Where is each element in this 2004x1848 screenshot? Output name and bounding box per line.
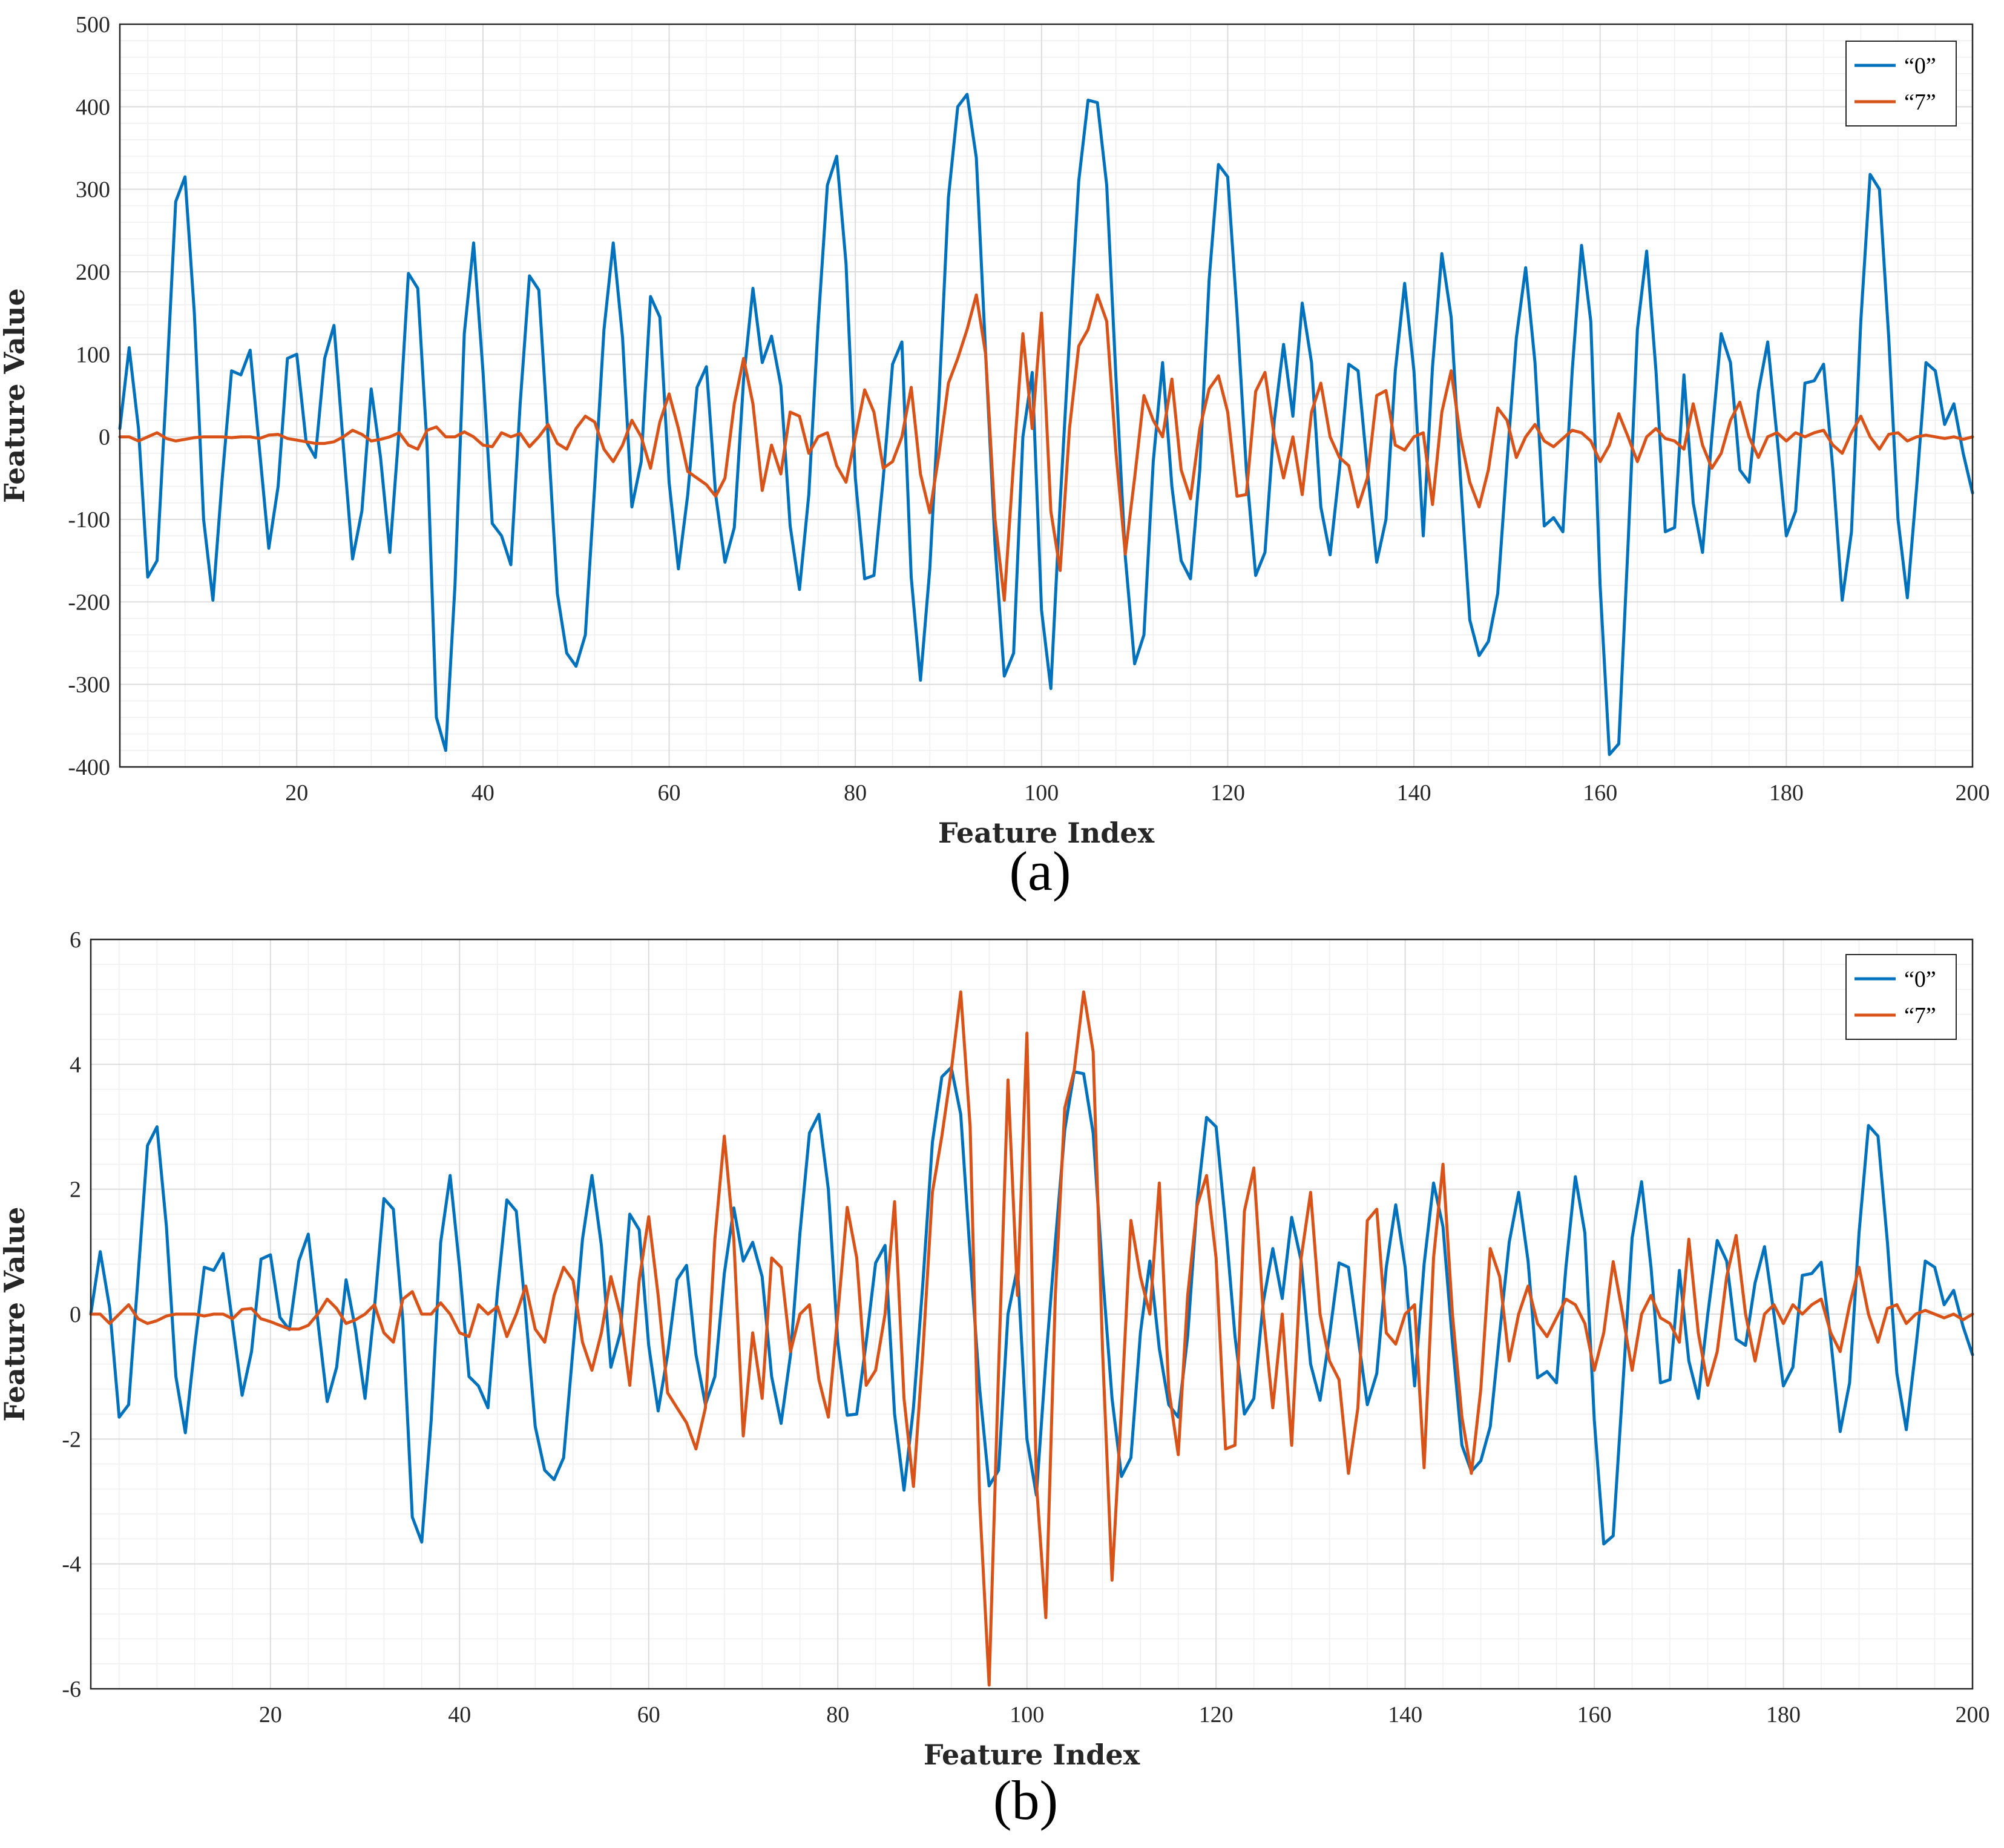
- caption-a: (a): [1009, 840, 1071, 902]
- y-tick-label: -6: [62, 1677, 81, 1702]
- x-tick-label: 20: [285, 780, 308, 806]
- series-lines-b: [89, 990, 1974, 1687]
- y-tick-label: 300: [76, 177, 110, 203]
- x-tick-label: 160: [1577, 1702, 1612, 1728]
- x-tick-label: 80: [844, 780, 867, 806]
- legend-a: “0”“7”: [1845, 41, 1957, 127]
- y-tick-label: -4: [62, 1552, 81, 1577]
- x-tick-label: 20: [259, 1702, 282, 1728]
- y-tick-label: 0: [70, 1302, 81, 1327]
- x-tick-label: 140: [1397, 780, 1431, 806]
- y-axis-label-a: Feature Value: [0, 288, 31, 503]
- y-tick-label: -100: [68, 507, 110, 533]
- series-line-zero: [118, 93, 1974, 756]
- x-tick-label: 100: [1024, 780, 1059, 806]
- y-tick-label: 4: [70, 1052, 81, 1077]
- x-axis-label-a: Feature Index: [938, 817, 1155, 849]
- series-line-seven: [89, 990, 1974, 1687]
- x-tick-label: 40: [471, 780, 494, 806]
- x-tick-label: 40: [448, 1702, 471, 1728]
- grid-a: [120, 24, 1973, 768]
- y-tick-label: 6: [70, 927, 81, 953]
- axes-frame-a: [119, 23, 1974, 768]
- series-line-seven: [118, 293, 1974, 602]
- legend-label-seven: “7”: [1904, 90, 1936, 115]
- legend-label-zero: “0”: [1904, 53, 1936, 79]
- y-tick-label: -200: [68, 590, 110, 615]
- x-tick-label: 120: [1211, 780, 1245, 806]
- y-tick-label: -2: [62, 1427, 81, 1452]
- y-tick-label: 400: [76, 94, 110, 120]
- y-axis-label-b: Feature Value: [0, 1207, 31, 1422]
- y-tick-label: -300: [68, 672, 110, 698]
- x-axis-label-b: Feature Index: [924, 1738, 1140, 1771]
- y-tick-label: 100: [76, 342, 110, 367]
- y-tick-label: 500: [76, 12, 110, 38]
- x-tick-label: 160: [1583, 780, 1617, 806]
- tick-labels-b: 20 40 60 80 100 120 140 160 180 200 -6 -4 -2 0 2 4 6: [62, 927, 1989, 1728]
- chart-panel-a: 20 40 60 80 100 120 140 160 180 200 -400 -300 -200 -1…: [0, 12, 1990, 902]
- x-tick-label: 200: [1956, 1702, 1990, 1728]
- y-tick-label: 200: [76, 260, 110, 285]
- series-line-zero: [89, 1066, 1974, 1546]
- y-tick-label: 2: [70, 1177, 81, 1203]
- legend-label-seven: “7”: [1904, 1003, 1936, 1028]
- x-tick-label: 100: [1010, 1702, 1044, 1728]
- legend-box: [1845, 41, 1957, 127]
- legend-box: [1845, 954, 1957, 1040]
- x-tick-label: 80: [826, 1702, 849, 1728]
- x-tick-label: 60: [637, 1702, 660, 1728]
- series-lines-a: [118, 93, 1974, 756]
- legend-b: “0”“7”: [1845, 954, 1957, 1040]
- axes-frame-b: [90, 938, 1974, 1690]
- x-tick-label: 60: [658, 780, 681, 806]
- x-tick-label: 140: [1388, 1702, 1422, 1728]
- chart-panel-b: 20 40 60 80 100 120 140 160 180 200 -6 -4 -2 0 2 4 6 Fea…: [0, 927, 1990, 1831]
- y-tick-label: -400: [68, 755, 110, 780]
- tick-labels-a: 20 40 60 80 100 120 140 160 180 200 -400 -300 -200 -1…: [68, 12, 1989, 806]
- caption-b: (b): [993, 1769, 1058, 1831]
- x-tick-label: 200: [1956, 780, 1990, 806]
- legend-label-zero: “0”: [1904, 967, 1936, 992]
- y-tick-label: 0: [99, 425, 110, 450]
- x-tick-label: 180: [1769, 780, 1804, 806]
- x-tick-label: 180: [1766, 1702, 1801, 1728]
- x-tick-label: 120: [1199, 1702, 1234, 1728]
